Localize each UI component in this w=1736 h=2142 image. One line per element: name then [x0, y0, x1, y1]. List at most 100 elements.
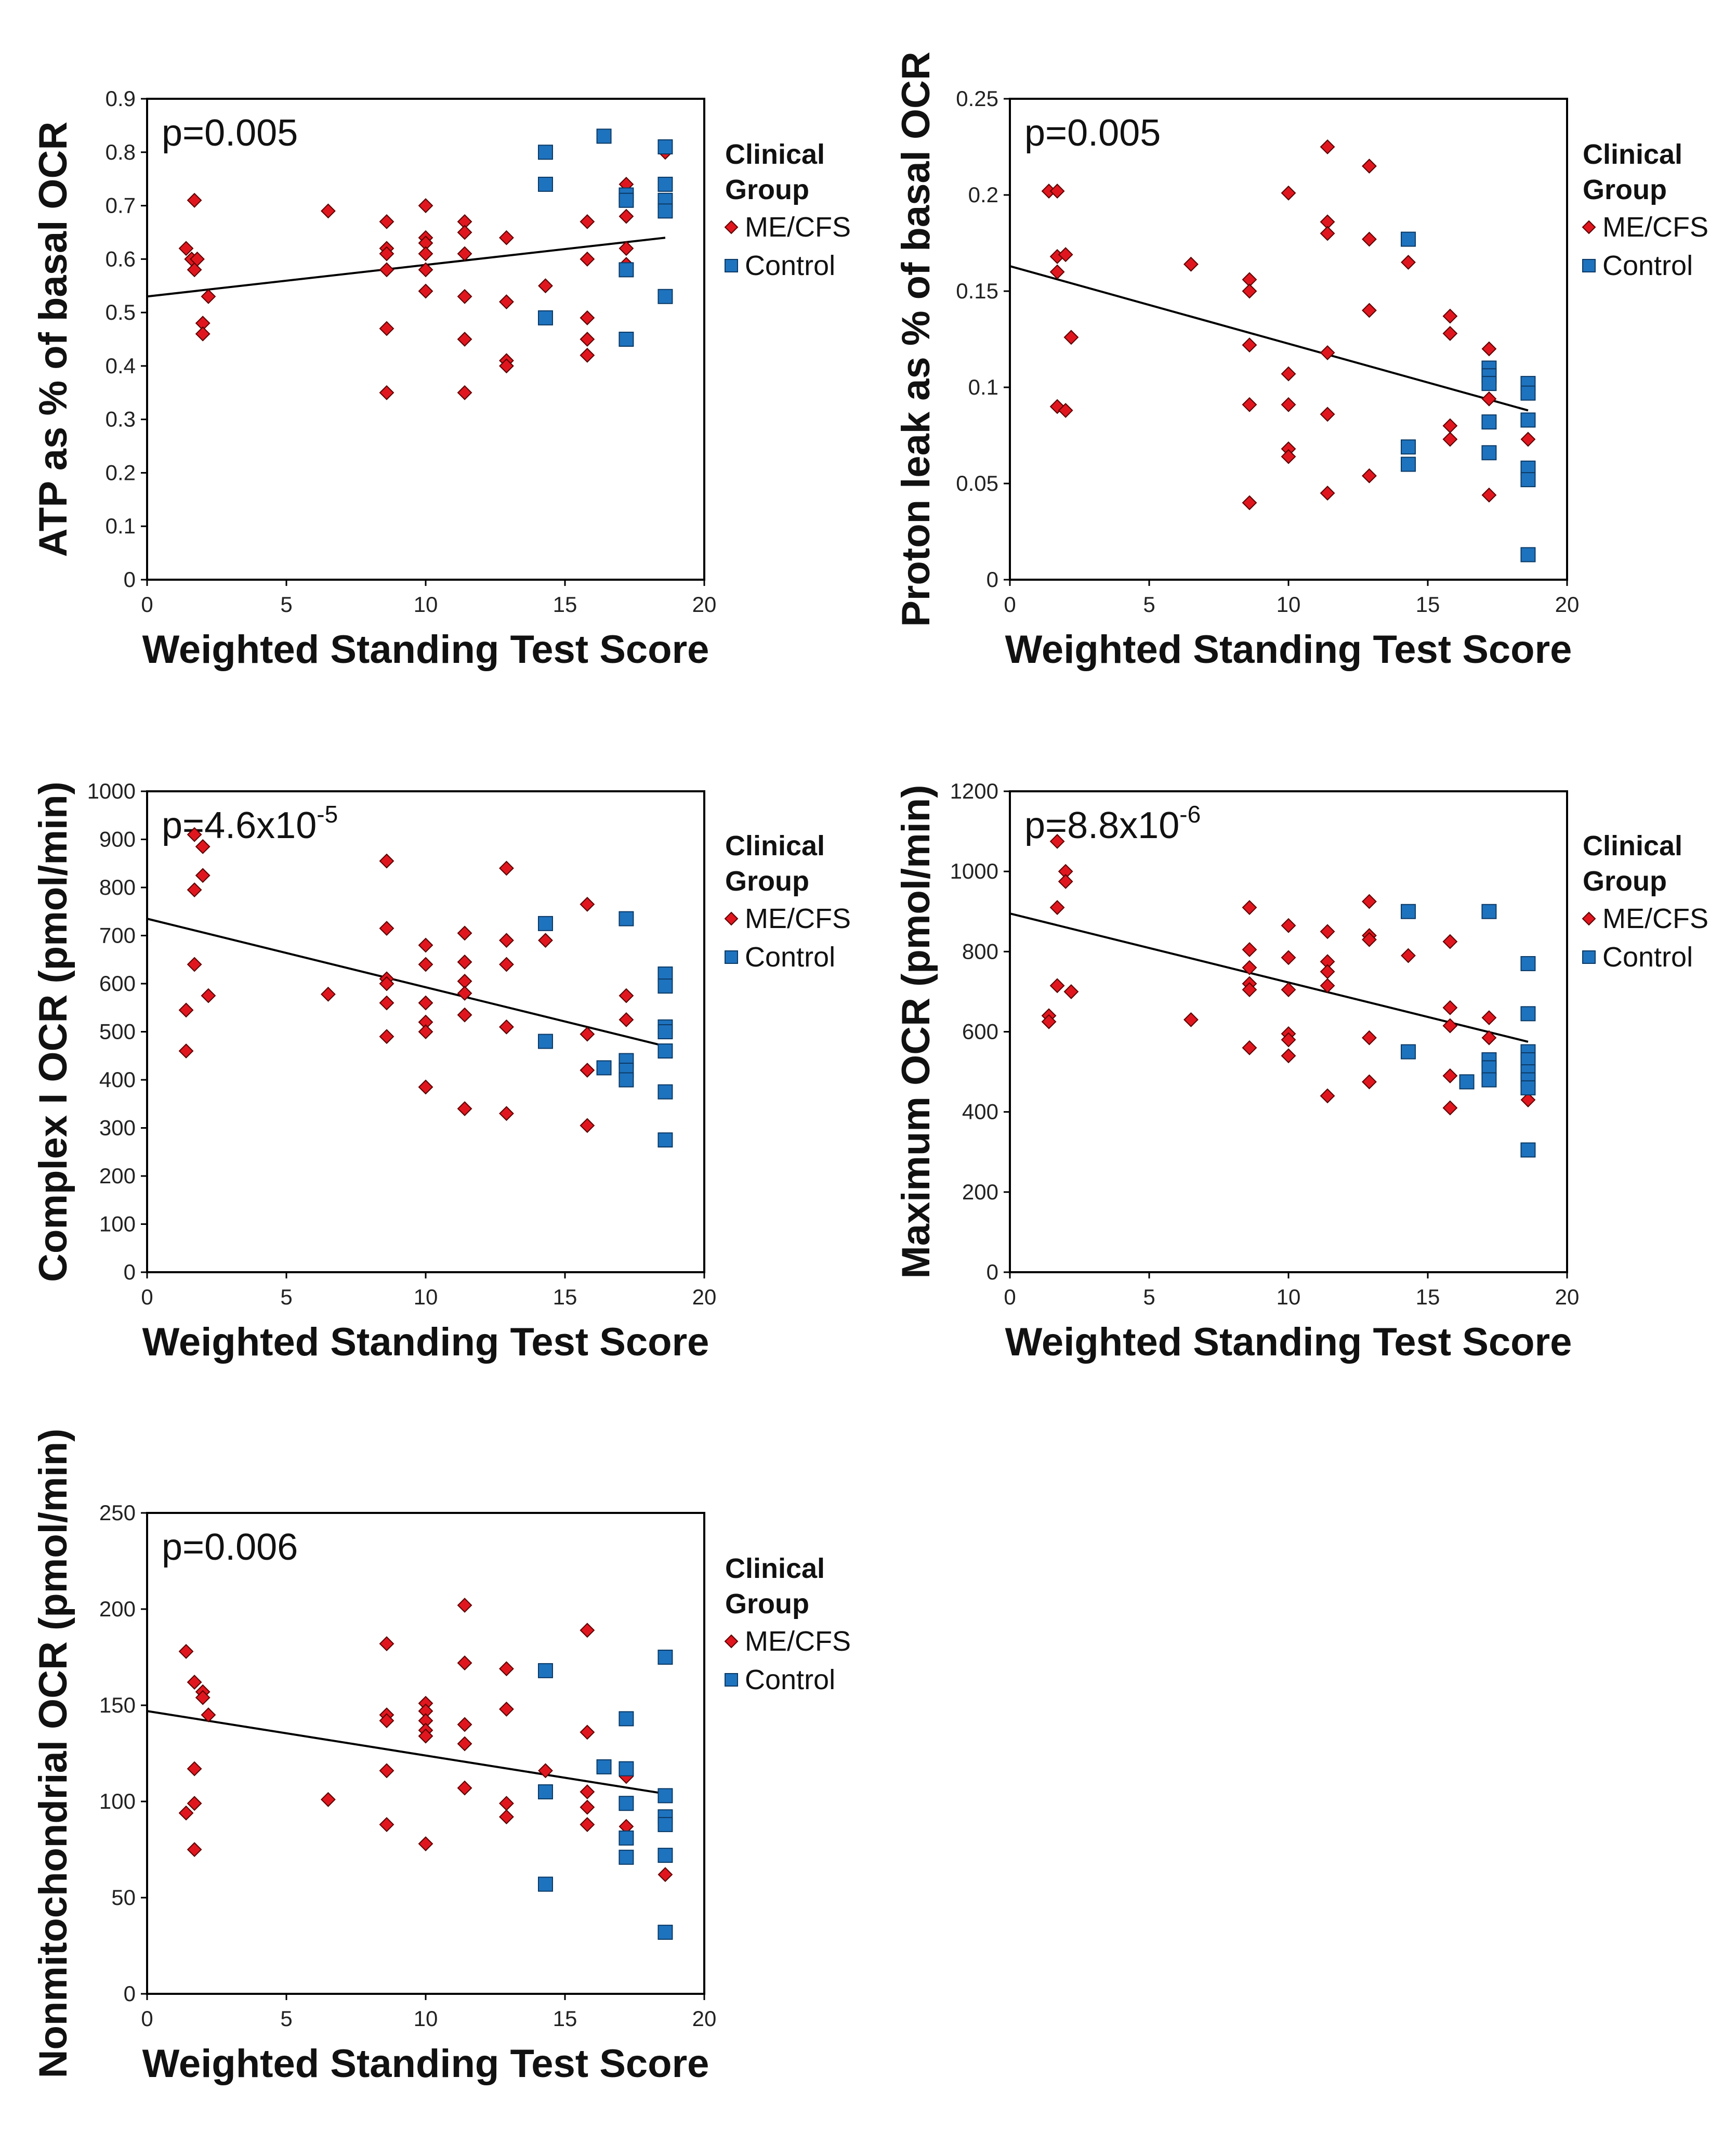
mecfs-point [379, 246, 394, 262]
control-point [1400, 1044, 1416, 1060]
series-control [537, 128, 673, 347]
mecfs-point [1183, 256, 1199, 272]
mecfs-point [1058, 247, 1073, 263]
mecfs-point [1058, 402, 1073, 418]
mecfs-point [457, 1101, 472, 1116]
mecfs-point [379, 321, 394, 336]
x-axis-label: Weighted Standing Test Score [142, 2042, 709, 2086]
legend-square-icon [725, 950, 738, 964]
mecfs-point [1281, 950, 1296, 965]
mecfs-point [1442, 1100, 1458, 1116]
series-control [1400, 231, 1536, 563]
y-tick-label: 0.2 [106, 460, 136, 485]
mecfs-point [1242, 960, 1257, 975]
legend-item-label: ME/CFS [745, 1626, 851, 1657]
legend-diamond-icon [724, 1634, 739, 1649]
mecfs-point [195, 839, 211, 854]
legend-title-line1: Clinical [725, 1553, 825, 1584]
y-axis-label: Complex I OCR (pmol/min) [31, 781, 75, 1282]
mecfs-point [1362, 932, 1377, 947]
control-point [657, 1848, 673, 1863]
y-tick-label: 600 [962, 1020, 998, 1044]
mecfs-point [1041, 1014, 1057, 1029]
mecfs-point [1320, 345, 1335, 360]
y-tick-label: 0.2 [968, 182, 998, 207]
mecfs-point [457, 1736, 472, 1752]
mecfs-point [580, 1063, 595, 1078]
mecfs-point [379, 853, 394, 869]
mecfs-point [320, 1792, 336, 1807]
legend-item-label: ME/CFS [1602, 212, 1708, 243]
y-tick-label: 0.9 [106, 86, 136, 111]
control-point [1520, 956, 1536, 971]
mecfs-point [499, 1809, 514, 1825]
mecfs-point [457, 246, 472, 262]
mecfs-point [418, 1836, 433, 1851]
mecfs-point [195, 868, 211, 883]
mecfs-point [580, 347, 595, 363]
control-point [537, 310, 553, 325]
x-tick-label: 10 [1277, 1285, 1301, 1309]
control-point [537, 1876, 553, 1892]
control-point [657, 1650, 673, 1665]
y-tick-label: 250 [99, 1500, 136, 1525]
mecfs-point [201, 289, 216, 304]
control-point [619, 192, 634, 208]
y-tick-label: 1200 [950, 779, 998, 803]
control-point [657, 1024, 673, 1039]
mecfs-point [457, 385, 472, 400]
mecfs-point [379, 1763, 394, 1779]
legend-title-line2: Group [725, 1588, 809, 1619]
p-value-annotation: p=0.005 [1024, 112, 1161, 154]
mecfs-point [580, 1623, 595, 1638]
legend-diamond-icon [724, 220, 739, 234]
plot-frame [146, 1512, 705, 1995]
mecfs-point [457, 1717, 472, 1732]
series-control [1400, 904, 1536, 1158]
control-point [1481, 376, 1497, 391]
y-tick-label: 0.6 [106, 246, 136, 271]
mecfs-point [580, 1784, 595, 1799]
mecfs-point [580, 332, 595, 347]
trend-line [147, 918, 666, 1048]
y-tick-label: 100 [99, 1212, 136, 1236]
x-tick-label: 10 [414, 2006, 438, 2031]
control-point [657, 1925, 673, 1940]
y-tick-label: 0 [124, 1260, 136, 1284]
control-point [657, 978, 673, 994]
mecfs-point [619, 1012, 634, 1027]
mecfs-point [418, 198, 433, 213]
mecfs-point [580, 1725, 595, 1740]
y-tick-label: 900 [99, 827, 136, 852]
mecfs-point [499, 957, 514, 972]
control-point [657, 203, 673, 219]
mecfs-point [1362, 231, 1377, 247]
legend: Clinical Group ME/CFS Control [1582, 139, 1708, 281]
mecfs-point [1362, 468, 1377, 484]
mecfs-point [580, 1817, 595, 1832]
y-tick-label: 100 [99, 1789, 136, 1813]
mecfs-point [1442, 418, 1458, 434]
y-tick-label: 0.5 [106, 300, 136, 324]
control-point [657, 176, 673, 192]
x-tick-label: 20 [692, 592, 717, 617]
mecfs-point [379, 214, 394, 229]
trend-line [147, 237, 666, 298]
mecfs-point [499, 1661, 514, 1677]
control-point [657, 289, 673, 304]
control-point [537, 1663, 553, 1678]
x-tick-label: 15 [553, 2006, 577, 2031]
mecfs-point [1362, 159, 1377, 174]
mecfs-point [201, 1707, 216, 1722]
mecfs-point [379, 995, 394, 1011]
x-tick-label: 0 [1004, 1285, 1016, 1309]
legend-square-icon [1582, 950, 1596, 964]
chart-panel-nonmito: 0 50 100 150 200 250 0 5 10 15 20 Weighted Standing… [31, 1429, 851, 2086]
control-point [619, 1761, 634, 1777]
mecfs-point [457, 1655, 472, 1671]
control-point [619, 1796, 634, 1811]
mecfs-point [418, 1728, 433, 1744]
plot-frame [1009, 98, 1568, 581]
legend-title-line2: Group [1583, 866, 1667, 897]
x-axis-label: Weighted Standing Test Score [142, 1320, 709, 1364]
